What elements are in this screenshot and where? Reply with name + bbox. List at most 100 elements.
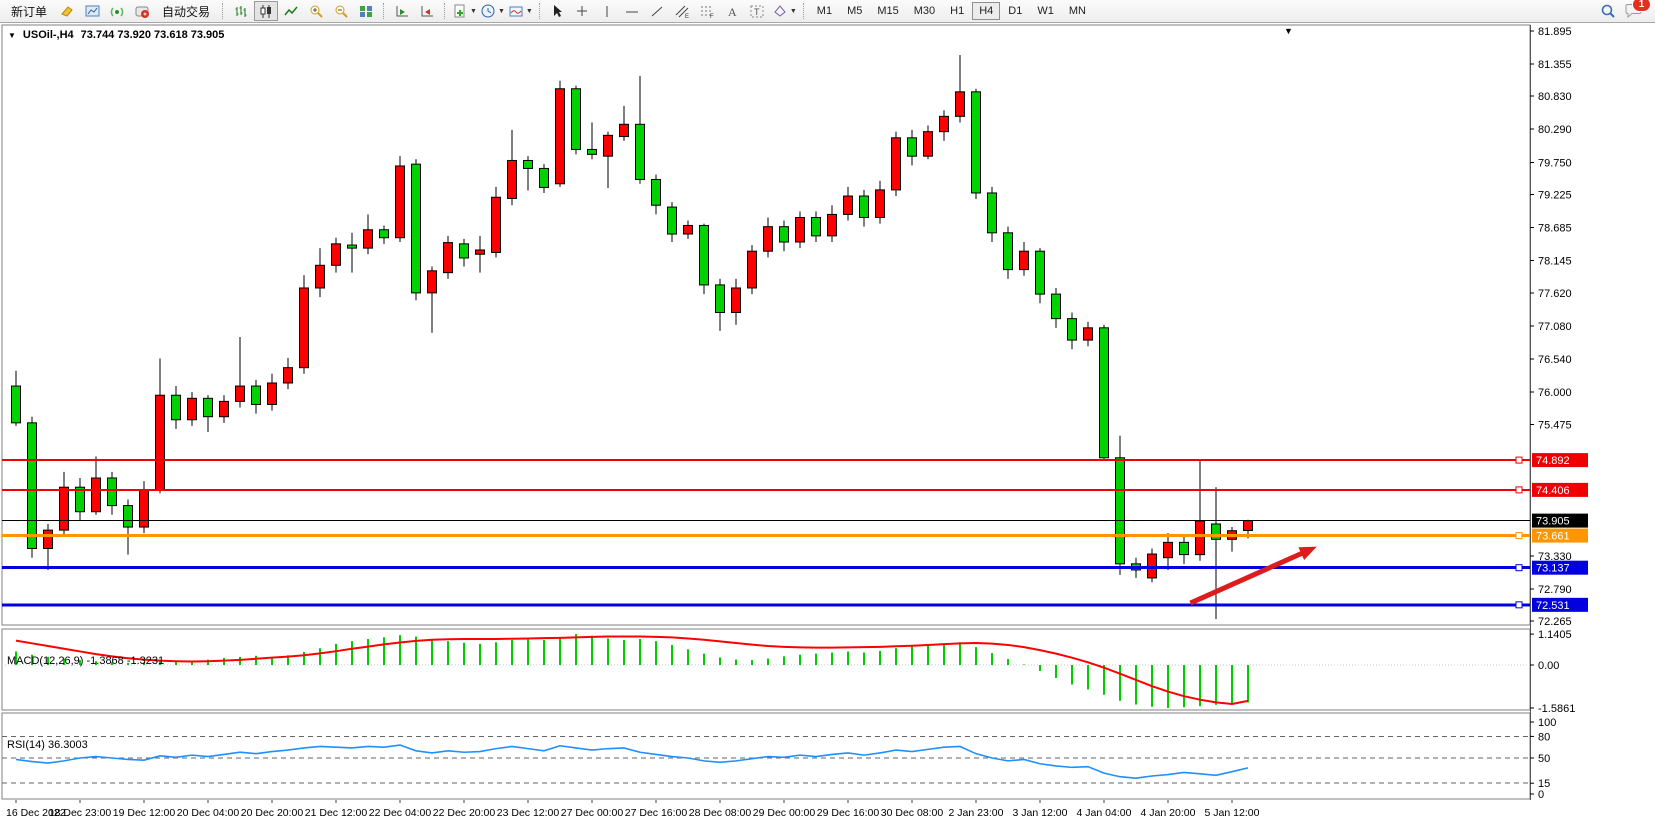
svg-text:A: A xyxy=(728,5,737,19)
rsi-axis[interactable]: 100 80 50 150 xyxy=(1530,717,1556,801)
candle-up xyxy=(91,477,101,513)
auto-trading-button[interactable]: 自动交易 xyxy=(162,4,211,19)
crosshair-icon[interactable] xyxy=(571,1,595,21)
line-chart-icon[interactable] xyxy=(279,1,303,21)
chart-shift-icon[interactable] xyxy=(415,1,439,21)
ohlc-values: 73.744 73.920 73.618 73.905 xyxy=(80,29,225,41)
rsi-pane[interactable] xyxy=(1,712,1531,800)
price-tick-label: 77.080 xyxy=(1538,321,1572,333)
rsi-layer xyxy=(2,735,1530,784)
candle-down xyxy=(1211,523,1221,540)
candle-up xyxy=(603,134,613,157)
trendline-icon[interactable] xyxy=(646,1,670,21)
candle-down xyxy=(11,385,21,424)
candle-down xyxy=(539,167,549,188)
price-badge-label: 73.661 xyxy=(1536,531,1570,543)
macd-pane[interactable] xyxy=(1,628,1531,711)
chevron-down-icon[interactable]: ▼ xyxy=(789,7,797,15)
collapse-triangle-icon[interactable]: ▼ xyxy=(1284,26,1293,36)
tile-windows-icon[interactable] xyxy=(354,1,378,21)
equidistant-channel-icon[interactable]: E xyxy=(671,1,695,21)
main-pane[interactable] xyxy=(1,24,1531,626)
auto-scroll-icon[interactable] xyxy=(390,1,414,21)
macd-layer xyxy=(2,634,1530,708)
search-icon[interactable] xyxy=(1596,1,1620,21)
tf-mn-button[interactable]: MN xyxy=(1068,5,1086,17)
candle-down xyxy=(411,163,421,294)
svg-text:F: F xyxy=(710,14,714,19)
toolbar-separator xyxy=(538,3,541,19)
tf-m5-button[interactable]: M5 xyxy=(847,5,863,17)
candle-up xyxy=(267,382,277,405)
time-tick-label: 16 Dec 2022 xyxy=(6,807,66,819)
notifications-button[interactable]: 1 xyxy=(1621,0,1651,21)
candle-up xyxy=(1083,327,1093,341)
tf-w1-button[interactable]: W1 xyxy=(1037,5,1054,17)
new-order-button[interactable]: 新订单 xyxy=(11,4,48,19)
price-badge-label: 73.905 xyxy=(1536,516,1570,528)
candle-up xyxy=(923,131,933,157)
hline-handle[interactable] xyxy=(1515,456,1523,464)
macd-name: MACD(12,26,9) xyxy=(7,655,84,667)
hline-handle[interactable] xyxy=(1515,601,1523,609)
price-axis[interactable]: 81.895 81.355 80.830 80.290 79.750 79.225 78.6… xyxy=(1530,26,1588,628)
time-tick-label: 29 Dec 00:00 xyxy=(753,807,816,819)
trend-arrow-head[interactable] xyxy=(1298,546,1317,560)
chart-canvas[interactable]: 81.895 81.355 80.830 80.290 79.750 79.225 78.6… xyxy=(0,23,1655,824)
one-click-trading-icon[interactable] xyxy=(55,1,79,21)
vertical-line-icon[interactable] xyxy=(596,1,620,21)
hline-handle[interactable] xyxy=(1515,532,1523,540)
price-badge-label: 72.531 xyxy=(1536,600,1570,612)
candles-layer xyxy=(11,55,1253,619)
tf-m1-button[interactable]: M1 xyxy=(816,5,833,17)
rsi-label: RSI(14) 36.3003 xyxy=(7,739,88,751)
tf-m15-button[interactable]: M15 xyxy=(877,5,899,17)
chevron-down-icon[interactable]: ▼ xyxy=(8,30,16,40)
periods-icon[interactable]: ▼ xyxy=(479,1,506,21)
time-tick-label: 3 Jan 12:00 xyxy=(1013,807,1068,819)
templates-icon[interactable]: ▼ xyxy=(507,1,534,21)
signals-icon[interactable] xyxy=(105,1,129,21)
market-watch-icon[interactable] xyxy=(80,1,104,21)
price-tick-label: 80.830 xyxy=(1538,91,1572,103)
time-tick-label: 4 Jan 04:00 xyxy=(1077,807,1132,819)
indicators-icon[interactable]: ▼ xyxy=(451,1,478,21)
zoom-in-icon[interactable] xyxy=(304,1,328,21)
candle-down xyxy=(347,244,357,249)
tf-m30-button[interactable]: M30 xyxy=(913,5,936,17)
candle-down xyxy=(907,137,917,157)
candle-down xyxy=(1051,293,1061,320)
candle-up xyxy=(795,216,805,243)
candle-up xyxy=(427,270,437,294)
text-icon[interactable]: A xyxy=(721,1,745,21)
candle-up xyxy=(507,159,517,199)
cursor-icon[interactable] xyxy=(546,1,570,21)
bar-chart-icon[interactable] xyxy=(229,1,253,21)
rsi-tick-label: 50 xyxy=(1538,753,1550,765)
hline-handle[interactable] xyxy=(1515,564,1523,572)
candle-down xyxy=(171,394,181,421)
chevron-down-icon[interactable]: ▼ xyxy=(525,7,533,15)
macd-axis[interactable]: 1.1405 0.00 -1.5861 xyxy=(1530,629,1575,715)
shapes-icon[interactable]: ▼ xyxy=(771,1,798,21)
tf-h1-button[interactable]: H1 xyxy=(950,5,965,17)
text-label-icon[interactable]: T xyxy=(746,1,770,21)
auto-trading-icon[interactable] xyxy=(130,1,154,21)
chevron-down-icon[interactable]: ▼ xyxy=(497,7,505,15)
price-tick-label: 72.790 xyxy=(1538,584,1572,596)
hlines-layer xyxy=(2,456,1530,609)
tf-d1-button[interactable]: D1 xyxy=(1008,5,1023,17)
price-badge xyxy=(1532,453,1588,468)
zoom-out-icon[interactable] xyxy=(329,1,353,21)
horizontal-line-icon[interactable] xyxy=(621,1,645,21)
candle-up xyxy=(1163,541,1173,559)
rsi-tick-label: 15 xyxy=(1538,778,1550,790)
fibonacci-icon[interactable]: F xyxy=(696,1,720,21)
candlestick-chart-icon[interactable] xyxy=(254,1,279,21)
trend-arrow[interactable] xyxy=(1189,548,1309,606)
hline-handle[interactable] xyxy=(1515,486,1523,494)
chevron-down-icon[interactable]: ▼ xyxy=(470,7,477,15)
tf-h4-button[interactable]: H4 xyxy=(972,2,1001,20)
candle-down xyxy=(203,397,213,418)
